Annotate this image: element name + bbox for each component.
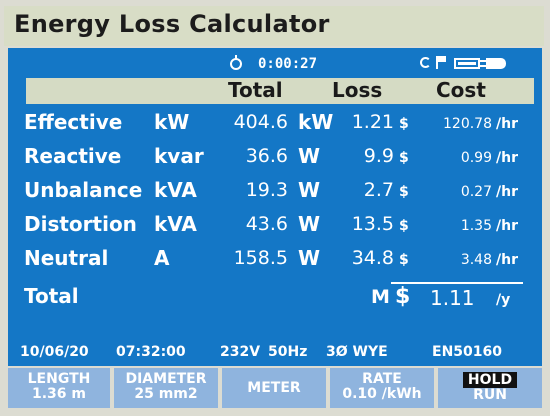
total-per: /y — [496, 292, 511, 308]
row-cost: 0.27 — [460, 184, 492, 200]
row-currency: $ — [399, 184, 409, 200]
meter-button[interactable]: METER — [222, 368, 326, 408]
table-row: Neutral A 158.5 W 34.8 $ 3.48 /hr — [8, 244, 542, 276]
row-name: Unbalance — [24, 178, 143, 202]
rate-value: 0.10 /kWh — [342, 386, 422, 402]
table-row: Effective kW 404.6 kW 1.21 $ 120.78 /hr — [8, 108, 542, 140]
softkey-bar: LENGTH 1.36 m DIAMETER 25 mm2 METER RATE… — [8, 368, 542, 410]
row-loss: 13.5 — [351, 213, 394, 235]
header-loss: Loss — [332, 78, 383, 102]
row-loss-unit: W — [298, 246, 321, 270]
row-unit: A — [154, 246, 170, 270]
length-value: 1.36 m — [31, 386, 86, 402]
header-total: Total — [228, 78, 283, 102]
info-voltage: 232V — [220, 344, 261, 360]
row-currency: $ — [399, 252, 409, 268]
row-loss: 1.21 — [351, 111, 394, 133]
row-loss-unit: W — [298, 178, 321, 202]
row-per: /hr — [496, 150, 518, 166]
info-standard: EN50160 — [432, 344, 502, 360]
rate-button[interactable]: RATE 0.10 /kWh — [330, 368, 434, 408]
row-loss: 34.8 — [351, 247, 394, 269]
row-currency: $ — [399, 116, 409, 132]
row-total: 36.6 — [245, 145, 288, 167]
run-label: RUN — [473, 387, 507, 403]
display-screen: 0:00:27 Total Loss Cost Effective kW 404… — [8, 48, 542, 366]
total-prefix: M — [371, 286, 390, 308]
total-label: Total — [24, 284, 79, 308]
row-total: 19.3 — [245, 179, 288, 201]
elapsed-timer: 0:00:27 — [258, 56, 318, 72]
hold-label: HOLD — [462, 372, 518, 388]
row-per: /hr — [496, 184, 518, 200]
row-unit: kVA — [154, 212, 197, 236]
status-icons — [420, 55, 530, 71]
row-name: Reactive — [24, 144, 122, 168]
row-unit: kVA — [154, 178, 197, 202]
row-loss-unit: W — [298, 144, 321, 168]
info-time: 07:32:00 — [116, 344, 186, 360]
row-unit: kW — [154, 110, 190, 134]
row-currency: $ — [399, 150, 409, 166]
total-divider — [391, 282, 523, 284]
table-header: Total Loss Cost — [26, 78, 534, 104]
total-row: Total M $ 1.11 /y — [8, 282, 542, 316]
table-row: Reactive kvar 36.6 W 9.9 $ 0.99 /hr — [8, 142, 542, 174]
header-cost: Cost — [436, 78, 486, 102]
row-loss-unit: W — [298, 212, 321, 236]
row-per: /hr — [496, 116, 518, 132]
row-unit: kvar — [154, 144, 204, 168]
total-value: 1.11 — [430, 286, 475, 310]
clock-icon — [230, 55, 242, 70]
diameter-value: 25 mm2 — [134, 386, 198, 402]
row-total: 158.5 — [233, 247, 288, 269]
row-cost: 120.78 — [443, 116, 492, 132]
info-frequency: 50Hz — [268, 344, 308, 360]
info-date: 10/06/20 — [20, 344, 89, 360]
row-name: Distortion — [24, 212, 137, 236]
diameter-label: DIAMETER — [125, 371, 207, 387]
table-row: Distortion kVA 43.6 W 13.5 $ 1.35 /hr — [8, 210, 542, 242]
rate-label: RATE — [362, 371, 402, 387]
row-per: /hr — [496, 252, 518, 268]
meter-label: METER — [247, 380, 301, 396]
row-loss: 2.7 — [363, 179, 394, 201]
row-name: Effective — [24, 110, 123, 134]
info-config: 3Ø WYE — [326, 344, 388, 360]
title-bar: Energy Loss Calculator — [4, 6, 544, 46]
row-total: 43.6 — [245, 213, 288, 235]
diameter-button[interactable]: DIAMETER 25 mm2 — [114, 368, 218, 408]
total-currency: $ — [395, 284, 411, 309]
length-button[interactable]: LENGTH 1.36 m — [8, 368, 110, 408]
battery-icon — [454, 58, 480, 69]
info-row: 10/06/20 07:32:00 232V 50Hz 3Ø WYE EN501… — [8, 342, 542, 364]
row-cost: 0.99 — [460, 150, 492, 166]
flag-icon — [436, 56, 446, 69]
rotate-icon — [420, 57, 431, 68]
row-currency: $ — [399, 218, 409, 234]
row-cost: 3.48 — [460, 252, 492, 268]
row-loss: 9.9 — [363, 145, 394, 167]
row-per: /hr — [496, 218, 518, 234]
table-row: Unbalance kVA 19.3 W 2.7 $ 0.27 /hr — [8, 176, 542, 208]
plug-icon — [480, 58, 506, 69]
status-row: 0:00:27 — [8, 50, 542, 74]
row-total: 404.6 — [233, 111, 288, 133]
length-label: LENGTH — [27, 371, 91, 387]
row-loss-unit: kW — [298, 110, 334, 134]
hold-run-button[interactable]: HOLD RUN — [438, 368, 542, 408]
row-cost: 1.35 — [460, 218, 492, 234]
page-title: Energy Loss Calculator — [14, 10, 330, 38]
row-name: Neutral — [24, 246, 109, 270]
